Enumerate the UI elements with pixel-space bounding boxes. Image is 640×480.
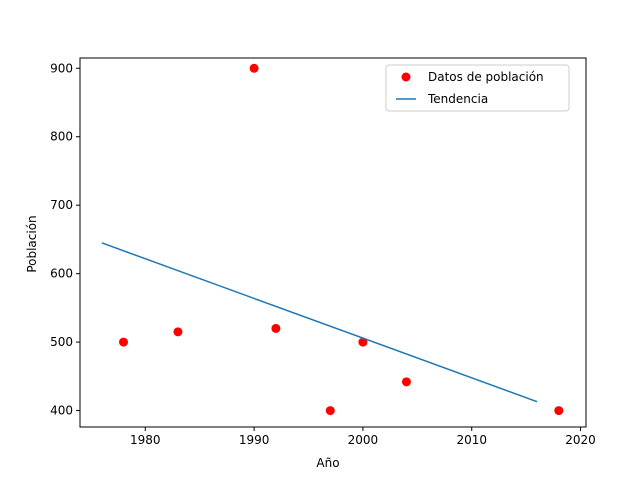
y-tick-label: 600	[50, 267, 73, 281]
y-tick-label: 500	[50, 335, 73, 349]
x-axis-label: Año	[316, 456, 339, 470]
data-point	[554, 406, 564, 416]
legend-box	[385, 64, 570, 112]
axes-frame	[79, 57, 587, 428]
x-axis: 1980 1990 2000 2010 2020	[130, 427, 596, 447]
data-point	[325, 406, 335, 416]
y-tick-label: 800	[50, 130, 73, 144]
x-tick-label: 1990	[239, 433, 270, 447]
legend-entry-label: Tendencia	[427, 92, 488, 106]
x-tick-label: 2000	[348, 433, 379, 447]
plot-area	[79, 57, 587, 428]
data-point	[249, 63, 259, 73]
y-tick-label: 400	[50, 404, 73, 418]
data-point	[401, 377, 411, 387]
data-point	[119, 337, 129, 347]
y-axis-label: Población	[25, 215, 39, 272]
x-tick-label: 2020	[565, 433, 596, 447]
data-point	[358, 337, 368, 347]
legend-entry-label: Datos de población	[428, 70, 544, 84]
trend-line	[101, 242, 538, 403]
y-tick-label: 900	[50, 61, 73, 75]
x-tick-label: 2010	[456, 433, 487, 447]
data-point	[173, 327, 183, 337]
data-point	[271, 323, 281, 333]
y-axis: 400 500 600 700 800 900	[50, 61, 80, 418]
legend: Datos de población Tendencia	[385, 64, 570, 112]
x-tick-label: 1980	[130, 433, 161, 447]
legend-point-marker	[401, 72, 411, 82]
y-tick-label: 700	[50, 198, 73, 212]
